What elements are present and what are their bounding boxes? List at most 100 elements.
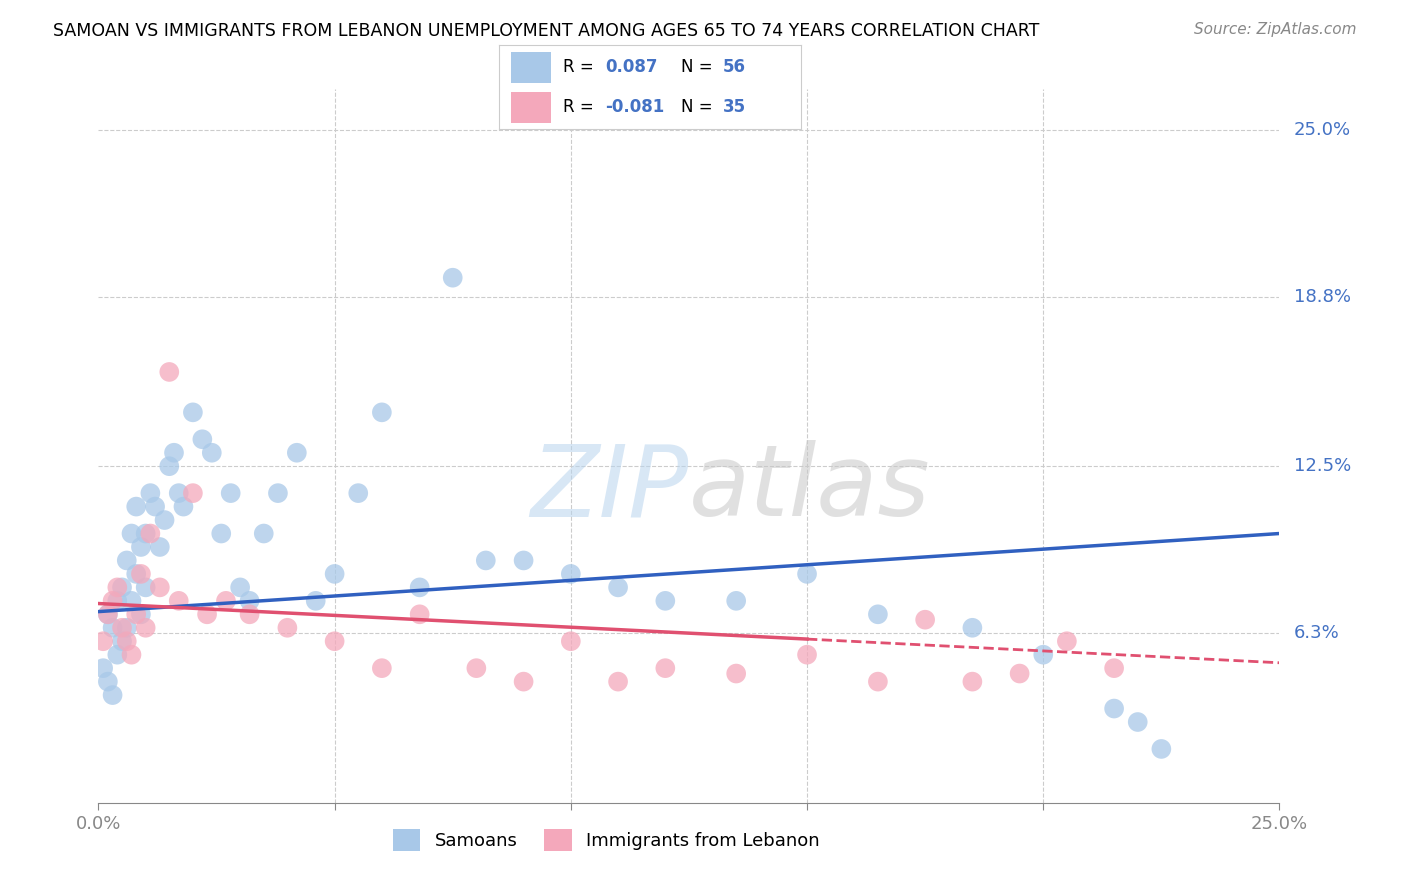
Point — [111, 621, 134, 635]
Text: SAMOAN VS IMMIGRANTS FROM LEBANON UNEMPLOYMENT AMONG AGES 65 TO 74 YEARS CORRELA: SAMOAN VS IMMIGRANTS FROM LEBANON UNEMPL… — [53, 22, 1040, 40]
Point — [347, 486, 370, 500]
Point — [1126, 714, 1149, 729]
Point — [305, 594, 328, 608]
Point — [125, 607, 148, 622]
Point — [285, 446, 308, 460]
Text: atlas: atlas — [689, 441, 931, 537]
Point — [115, 621, 138, 635]
Point — [97, 607, 120, 622]
Bar — [512, 53, 551, 83]
Text: 6.3%: 6.3% — [1294, 624, 1340, 642]
Point — [465, 661, 488, 675]
Text: 18.8%: 18.8% — [1294, 287, 1351, 306]
Point — [139, 526, 162, 541]
Point — [1150, 742, 1173, 756]
Point — [97, 674, 120, 689]
Text: 25.0%: 25.0% — [1294, 120, 1351, 138]
Point — [654, 661, 676, 675]
Text: 0.087: 0.087 — [605, 59, 658, 77]
Point — [725, 666, 748, 681]
Point — [125, 500, 148, 514]
Point — [725, 594, 748, 608]
Point — [101, 621, 124, 635]
Point — [239, 607, 262, 622]
Point — [276, 621, 298, 635]
Point — [111, 580, 134, 594]
Point — [191, 432, 214, 446]
Point — [796, 566, 818, 581]
Legend: Samoans, Immigrants from Lebanon: Samoans, Immigrants from Lebanon — [385, 822, 827, 858]
Point — [408, 580, 430, 594]
Point — [167, 594, 190, 608]
Point — [607, 674, 630, 689]
Point — [560, 566, 582, 581]
Text: ZIP: ZIP — [530, 441, 689, 537]
Point — [371, 661, 394, 675]
Point — [323, 566, 346, 581]
Point — [167, 486, 190, 500]
Point — [1032, 648, 1054, 662]
Point — [1008, 666, 1031, 681]
Point — [91, 634, 114, 648]
Point — [125, 566, 148, 581]
Text: N =: N = — [681, 98, 711, 116]
Point — [796, 648, 818, 662]
Point — [475, 553, 498, 567]
Point — [512, 553, 534, 567]
Point — [253, 526, 276, 541]
Point — [135, 621, 157, 635]
Point — [105, 580, 128, 594]
Point — [1102, 701, 1125, 715]
Point — [323, 634, 346, 648]
Point — [121, 526, 143, 541]
Point — [121, 594, 143, 608]
Text: 56: 56 — [723, 59, 745, 77]
Point — [135, 580, 157, 594]
Point — [157, 459, 180, 474]
Text: R =: R = — [562, 59, 599, 77]
Point — [181, 486, 204, 500]
Text: 12.5%: 12.5% — [1294, 458, 1351, 475]
Point — [135, 526, 157, 541]
Point — [267, 486, 290, 500]
Text: N =: N = — [681, 59, 711, 77]
Point — [962, 674, 984, 689]
Point — [654, 594, 676, 608]
Text: R =: R = — [562, 98, 599, 116]
Point — [866, 674, 889, 689]
Point — [209, 526, 232, 541]
Point — [111, 634, 134, 648]
Point — [101, 688, 124, 702]
Point — [91, 661, 114, 675]
Point — [115, 553, 138, 567]
Point — [172, 500, 194, 514]
Point — [219, 486, 242, 500]
Point — [195, 607, 218, 622]
Point — [408, 607, 430, 622]
Point — [866, 607, 889, 622]
Bar — [512, 92, 551, 122]
Point — [215, 594, 238, 608]
Point — [441, 270, 464, 285]
Point — [201, 446, 224, 460]
Point — [1102, 661, 1125, 675]
Point — [512, 674, 534, 689]
Point — [129, 566, 152, 581]
Point — [149, 540, 172, 554]
Point — [105, 594, 128, 608]
Point — [121, 648, 143, 662]
Point — [149, 580, 172, 594]
Text: 35: 35 — [723, 98, 747, 116]
Point — [560, 634, 582, 648]
Point — [157, 365, 180, 379]
Point — [607, 580, 630, 594]
Point — [129, 540, 152, 554]
Point — [153, 513, 176, 527]
Text: Source: ZipAtlas.com: Source: ZipAtlas.com — [1194, 22, 1357, 37]
Point — [163, 446, 186, 460]
Text: -0.081: -0.081 — [605, 98, 664, 116]
Point — [97, 607, 120, 622]
Point — [181, 405, 204, 419]
Point — [229, 580, 252, 594]
Point — [101, 594, 124, 608]
